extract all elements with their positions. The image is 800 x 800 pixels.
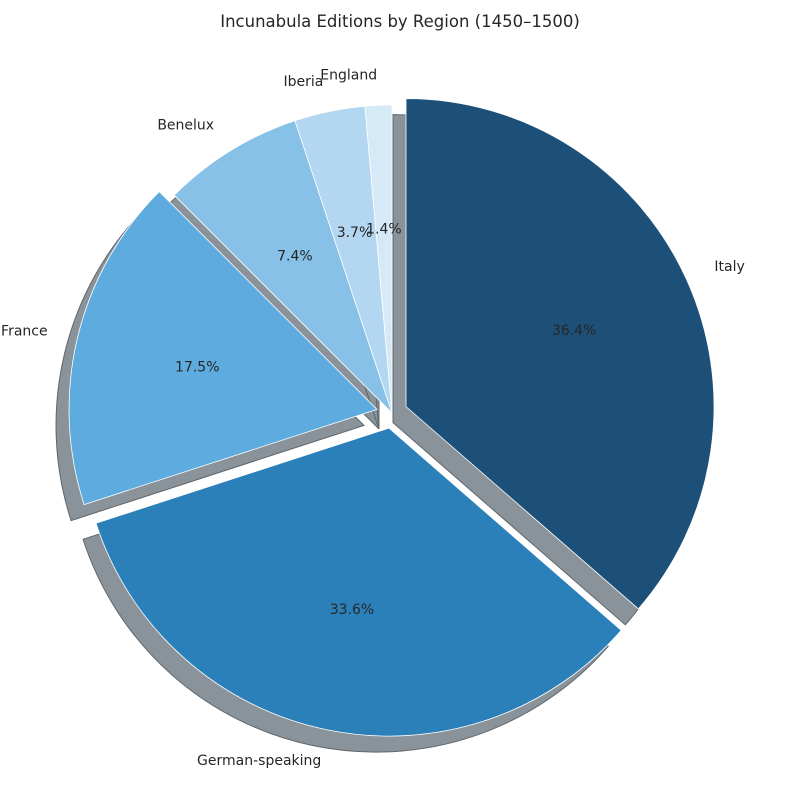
pie-slice-france [68,191,378,506]
category-label-iberia: Iberia [283,74,323,90]
pct-label-benelux: 7.4% [277,249,313,265]
category-label-layer: Italy German-speaking France Benelux IberiaE… [1,68,745,770]
category-label-france: France [1,323,48,339]
slice-layer [68,98,715,737]
pie-slice-german-speaking [95,427,622,737]
category-label-italy: Italy [714,259,744,275]
percentage-label-layer: 36.4% 33.6% 17.5% 7.4% 3.7%1.4% [175,221,596,618]
category-label-benelux: Benelux [157,118,214,134]
pie-slice-england [364,104,393,414]
pct-label-italy: 36.4% [552,323,596,339]
pie-slice-italy [405,98,715,610]
pct-label-france: 17.5% [175,359,219,375]
category-label-england: England [320,68,377,84]
chart-title: Incunabula Editions by Region (1450–1500… [220,12,580,31]
pct-label-german-speaking: 33.6% [330,602,374,618]
pct-label-england: 1.4% [366,221,402,237]
pct-label-iberia: 3.7% [337,225,373,241]
category-label-german-speaking: German-speaking [197,753,321,769]
pie-slice-benelux [173,120,393,414]
